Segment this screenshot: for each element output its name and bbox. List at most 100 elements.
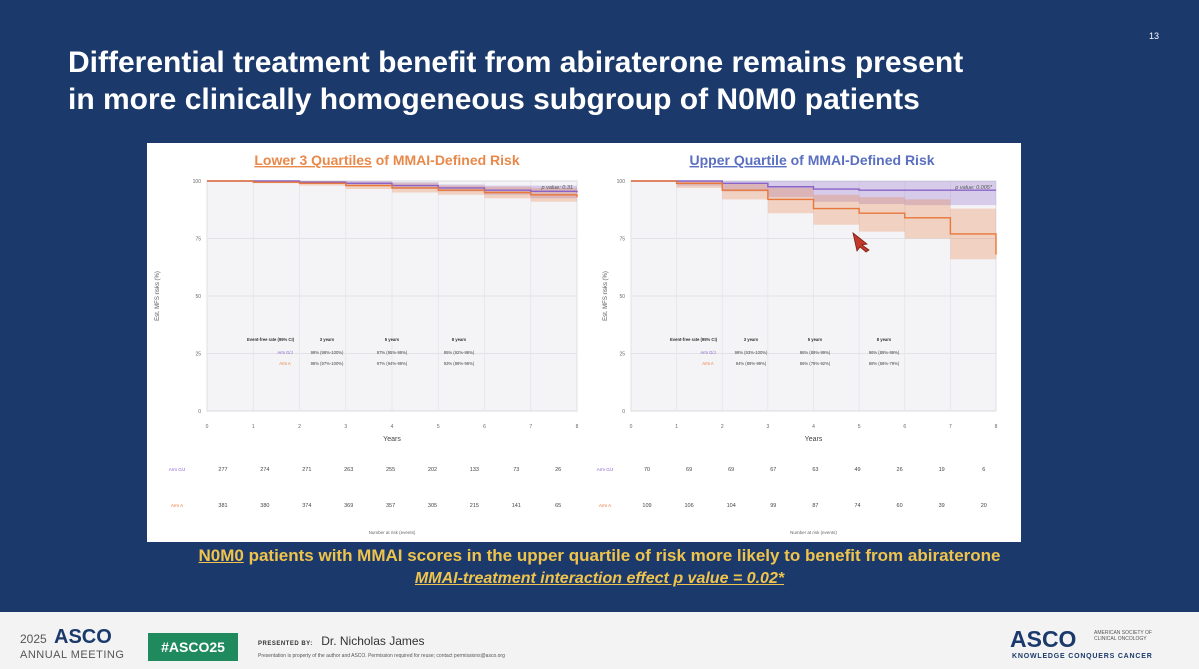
ef-table-row-label: Arm A — [279, 361, 291, 366]
x-tick-label: 0 — [630, 424, 633, 430]
ef-table-cell: 97% (95%-99%) — [377, 350, 408, 355]
meeting-name: ASCO — [54, 626, 112, 648]
risk-table-value: 39 — [939, 503, 945, 509]
risk-table-value: 26 — [555, 467, 561, 473]
risk-table-value: 19 — [939, 467, 945, 473]
ef-table-cell: 94% (89%-99%) — [736, 361, 767, 366]
chart-title-rest: of MMAI-Defined Risk — [787, 152, 935, 168]
ef-table-header: 3 years — [744, 337, 759, 342]
ef-table-row-label: Arm G/J — [277, 350, 292, 355]
risk-table-row-label: Arm G/J — [169, 467, 186, 472]
km-charts-svg: Lower 3 Quartiles of MMAI-Defined Risk 0 2… — [155, 152, 998, 535]
series-line-arm-a — [631, 180, 997, 255]
risk-table-value: 99 — [770, 503, 776, 509]
x-tick-label: 6 — [903, 424, 906, 430]
risk-table-row-label: Arm G/J — [597, 467, 614, 472]
asco-logo: ASCO AMERICAN SOCIETY OF CLINICAL ONCOLO… — [1010, 626, 1186, 668]
risk-table-value: 255 — [386, 467, 395, 473]
takeaway-line-1: N0M0 patients with MMAI scores in the up… — [0, 545, 1199, 567]
risk-table-value: 26 — [897, 467, 903, 473]
takeaway-line-1-text: patients with MMAI scores in the upper q… — [243, 546, 1001, 565]
ef-table-cell: 96% (89%-99%) — [869, 350, 900, 355]
y-tick-label: 75 — [195, 237, 201, 243]
y-tick-label: 0 — [622, 409, 625, 415]
ef-table-header: 5 years — [385, 337, 400, 342]
y-tick-label: 100 — [617, 179, 626, 185]
x-tick-label: 0 — [206, 424, 209, 430]
risk-table-value: 67 — [770, 467, 776, 473]
asco-logo-word: ASCO — [1010, 626, 1077, 652]
risk-table-value: 49 — [854, 467, 860, 473]
risk-table-row-label: Arm A — [599, 503, 611, 508]
x-tick-label: 5 — [858, 424, 861, 430]
ef-table-row-label: Arm A — [702, 361, 714, 366]
series-line-arm-gj — [631, 180, 996, 191]
meeting-subtitle: ANNUAL MEETING — [20, 649, 125, 661]
x-tick-label: 5 — [437, 424, 440, 430]
ef-table-cell: 68% (58%-79%) — [869, 361, 900, 366]
risk-table-value: 70 — [644, 467, 650, 473]
x-tick-label: 2 — [721, 424, 724, 430]
risk-table-value: 104 — [727, 503, 736, 509]
presented-by: PRESENTED BY: Dr. Nicholas James — [258, 632, 425, 650]
chart-title: Lower 3 Quartiles of MMAI-Defined Risk — [254, 152, 519, 168]
x-tick-label: 4 — [812, 424, 815, 430]
chart-title: Upper Quartile of MMAI-Defined Risk — [689, 152, 934, 168]
chart-title-highlight: Upper Quartile — [689, 152, 786, 168]
y-tick-label: 75 — [619, 237, 625, 243]
meeting-logo: 2025 ASCO ANNUAL MEETING — [20, 626, 128, 661]
ef-table-cell: 96% (89%-99%) — [800, 350, 831, 355]
km-chart-1: Lower 3 Quartiles of MMAI-Defined Risk 0 2… — [155, 152, 579, 535]
footer: 2025 ASCO ANNUAL MEETING #ASCO25 PRESENT… — [0, 612, 1199, 669]
risk-table-value: 369 — [344, 503, 353, 509]
risk-table-value: 277 — [218, 467, 227, 473]
p-value-label: p value: 0.31 — [541, 185, 574, 191]
risk-table-value: 271 — [302, 467, 311, 473]
chart-title-rest: of MMAI-Defined Risk — [372, 152, 520, 168]
risk-table-value: 69 — [686, 467, 692, 473]
risk-table-value: 87 — [812, 503, 818, 509]
ef-table-cell: 93% (89%-96%) — [444, 361, 475, 366]
risk-table-value: 69 — [728, 467, 734, 473]
chart-title-highlight: Lower 3 Quartiles — [254, 152, 372, 168]
x-tick-label: 1 — [252, 424, 255, 430]
x-tick-label: 7 — [529, 424, 532, 430]
x-axis-label: Years — [805, 436, 823, 443]
km-chart-2: Upper Quartile of MMAI-Defined Risk02550… — [597, 152, 998, 535]
risk-table-value: 65 — [555, 503, 561, 509]
risk-table-value: 357 — [386, 503, 395, 509]
y-tick-label: 100 — [193, 179, 202, 185]
ef-table-cell: 98% (97%-100%) — [311, 361, 344, 366]
x-tick-label: 2 — [298, 424, 301, 430]
ef-table-cell: 95% (92%-98%) — [444, 350, 475, 355]
ci-band-arm-a — [631, 181, 996, 278]
risk-table-value: 60 — [897, 503, 903, 509]
risk-table-value: 106 — [685, 503, 694, 509]
takeaway: N0M0 patients with MMAI scores in the up… — [0, 545, 1199, 591]
y-tick-label: 25 — [619, 352, 625, 358]
risk-table-value: 381 — [218, 503, 227, 509]
ef-table-cell: 99% (93%-100%) — [735, 350, 768, 355]
y-axis-label: Est. MFS risks (%) — [603, 271, 609, 321]
slide-title-line-2: in more clinically homogeneous subgroup … — [68, 83, 920, 116]
risk-table-value: 374 — [302, 503, 311, 509]
x-tick-label: 8 — [995, 424, 998, 430]
risk-table-value: 263 — [344, 467, 353, 473]
risk-table-value: 202 — [428, 467, 437, 473]
ef-table-cell: 97% (94%-99%) — [377, 361, 408, 366]
y-tick-label: 50 — [195, 294, 201, 300]
p-value-label: p value: 0.005* — [954, 185, 993, 191]
takeaway-line-2: MMAI-treatment interaction effect p valu… — [414, 570, 785, 587]
risk-table-value: 380 — [260, 503, 269, 509]
risk-table-value: 305 — [428, 503, 437, 509]
y-tick-label: 0 — [198, 409, 201, 415]
risk-table-value: 74 — [854, 503, 860, 509]
ef-table-header: 8 years — [452, 337, 467, 342]
y-tick-label: 50 — [619, 294, 625, 300]
slide-title: Differential treatment benefit from abir… — [68, 44, 1148, 118]
risk-table-title: Number at risk (events) — [790, 530, 837, 535]
x-tick-label: 8 — [576, 424, 579, 430]
x-tick-label: 3 — [344, 424, 347, 430]
ef-table-header: 8 years — [877, 337, 892, 342]
slide-title-line-1: Differential treatment benefit from abir… — [68, 46, 964, 79]
